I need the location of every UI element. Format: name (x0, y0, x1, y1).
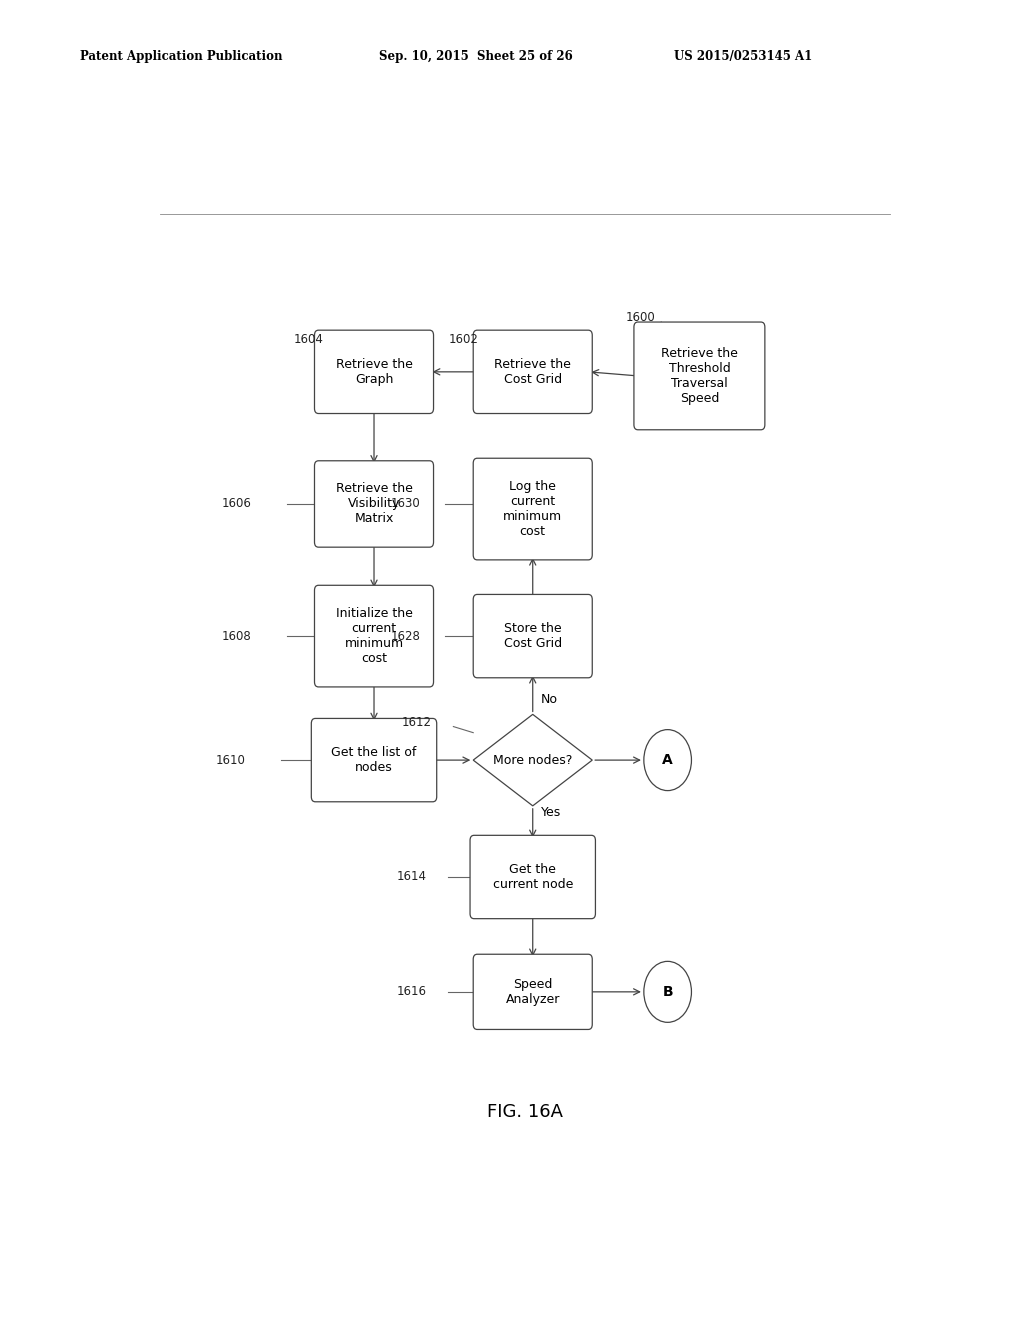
Text: 1604: 1604 (294, 333, 324, 346)
Text: Store the
Cost Grid: Store the Cost Grid (504, 622, 562, 651)
FancyBboxPatch shape (473, 954, 592, 1030)
Text: Retrieve the
Graph: Retrieve the Graph (336, 358, 413, 385)
Text: Get the
current node: Get the current node (493, 863, 572, 891)
Text: Log the
current
minimum
cost: Log the current minimum cost (503, 480, 562, 539)
FancyBboxPatch shape (314, 461, 433, 548)
Text: Retrieve the
Threshold
Traversal
Speed: Retrieve the Threshold Traversal Speed (660, 347, 738, 405)
FancyBboxPatch shape (314, 585, 433, 686)
Text: 1600: 1600 (626, 312, 655, 325)
Circle shape (644, 961, 691, 1023)
FancyBboxPatch shape (473, 458, 592, 560)
Text: Get the list of
nodes: Get the list of nodes (332, 746, 417, 774)
Text: Yes: Yes (541, 807, 561, 820)
Text: A: A (663, 754, 673, 767)
FancyBboxPatch shape (473, 330, 592, 413)
Text: 1602: 1602 (449, 333, 479, 346)
FancyBboxPatch shape (470, 836, 595, 919)
Text: Retrieve the
Visibility
Matrix: Retrieve the Visibility Matrix (336, 483, 413, 525)
Text: US 2015/0253145 A1: US 2015/0253145 A1 (674, 50, 812, 63)
Text: FIG. 16A: FIG. 16A (486, 1102, 563, 1121)
Text: B: B (663, 985, 673, 999)
Text: 1606: 1606 (222, 498, 252, 511)
Text: Speed
Analyzer: Speed Analyzer (506, 978, 560, 1006)
Text: Retrieve the
Cost Grid: Retrieve the Cost Grid (495, 358, 571, 385)
Text: 1616: 1616 (396, 985, 426, 998)
Text: 1608: 1608 (222, 630, 252, 643)
FancyBboxPatch shape (311, 718, 436, 801)
Text: 1614: 1614 (396, 870, 426, 883)
Text: No: No (541, 693, 558, 706)
Circle shape (644, 730, 691, 791)
Text: Initialize the
current
minimum
cost: Initialize the current minimum cost (336, 607, 413, 665)
FancyBboxPatch shape (634, 322, 765, 430)
Text: Patent Application Publication: Patent Application Publication (80, 50, 283, 63)
FancyBboxPatch shape (314, 330, 433, 413)
Text: 1630: 1630 (391, 498, 421, 511)
Text: 1628: 1628 (391, 630, 421, 643)
FancyBboxPatch shape (473, 594, 592, 677)
Text: 1612: 1612 (402, 715, 432, 729)
Text: More nodes?: More nodes? (493, 754, 572, 767)
Text: Sep. 10, 2015  Sheet 25 of 26: Sep. 10, 2015 Sheet 25 of 26 (379, 50, 572, 63)
Polygon shape (473, 714, 592, 805)
Text: 1610: 1610 (216, 754, 246, 767)
